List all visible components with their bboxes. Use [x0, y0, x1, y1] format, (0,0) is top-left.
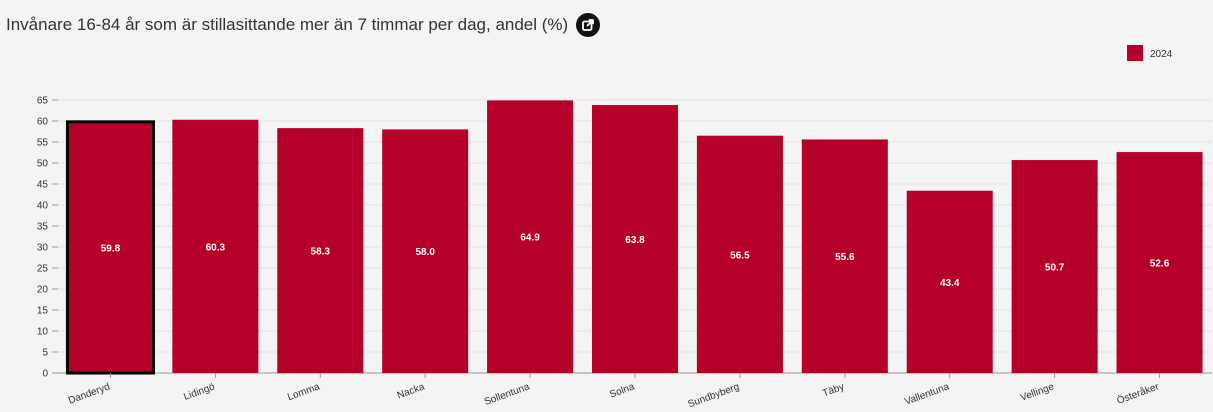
bar-value-label: 58.3 — [311, 247, 331, 258]
bar-value-label: 58.0 — [415, 247, 435, 258]
x-category-label: Sollentuna — [483, 381, 532, 408]
y-tick-label: 50 — [37, 159, 49, 170]
bar-value-label: 60.3 — [206, 242, 226, 253]
y-tick-label: 55 — [37, 138, 49, 149]
bar-value-label: 43.4 — [940, 278, 960, 289]
x-category-label: Solna — [608, 381, 636, 400]
legend[interactable]: 2024 — [1127, 45, 1173, 61]
x-category-label: Danderyd — [67, 381, 112, 406]
bar-value-labels: 59.8 60.3 58.3 58.0 64.9 63.8 56.5 55.6 43.4 50.7… — [101, 233, 1170, 289]
bar-value-label: 63.8 — [625, 235, 645, 246]
bar-value-label: 56.5 — [730, 250, 750, 261]
y-tick-label: 40 — [37, 201, 49, 212]
bar-täby[interactable] — [801, 139, 888, 373]
bar-value-label: 55.6 — [835, 252, 855, 263]
bar-nacka[interactable] — [382, 129, 469, 373]
chart-header: Invånare 16-84 år som är stillasittande … — [6, 10, 601, 40]
bar-value-label: 50.7 — [1045, 263, 1065, 274]
x-category-label: Lomma — [286, 381, 322, 403]
y-tick-label: 20 — [37, 285, 49, 296]
y-tick-label: 60 — [37, 117, 49, 128]
bar-vellinge[interactable] — [1011, 160, 1098, 373]
bars — [65, 100, 1203, 375]
x-category-label: Täby — [821, 381, 846, 399]
bar-solna[interactable] — [591, 105, 679, 373]
x-category-label: Nacka — [396, 381, 427, 401]
legend-swatch — [1127, 45, 1143, 61]
bar-österåker[interactable] — [1116, 152, 1203, 373]
y-tick-label: 15 — [37, 306, 49, 317]
bar-lidingö[interactable] — [172, 119, 259, 374]
y-tick-label: 25 — [37, 264, 49, 275]
y-tick-label: 35 — [37, 222, 49, 233]
x-axis: Danderyd Lidingö Lomma Nacka Sollentuna Solna… — [67, 373, 1161, 410]
chart-title: Invånare 16-84 år som är stillasittande … — [6, 15, 569, 34]
share-button[interactable] — [576, 13, 601, 37]
x-category-label: Sundbyberg — [686, 381, 740, 410]
bar-vallentuna[interactable] — [906, 190, 993, 373]
y-tick-label: 10 — [37, 327, 49, 338]
x-category-label: Vallentuna — [903, 381, 951, 407]
bar-sundbyberg[interactable] — [696, 135, 783, 373]
y-tick-label: 5 — [42, 348, 48, 359]
y-tick-label: 45 — [37, 180, 49, 191]
y-tick-label: 0 — [42, 369, 48, 380]
x-category-label: Vellinge — [1019, 381, 1056, 403]
x-category-label: Österåker — [1115, 380, 1161, 407]
y-tick-label: 65 — [37, 96, 49, 107]
bar-value-label: 64.9 — [520, 233, 540, 244]
y-tick-label: 30 — [37, 243, 49, 254]
bar-lomma[interactable] — [277, 128, 364, 373]
x-category-label: Lidingö — [182, 381, 216, 403]
legend-label: 2024 — [1150, 49, 1173, 60]
bar-value-label: 59.8 — [101, 243, 121, 254]
external-link-icon — [582, 19, 595, 31]
bar-sollentuna[interactable] — [487, 100, 574, 374]
bar-value-label: 52.6 — [1150, 259, 1170, 270]
